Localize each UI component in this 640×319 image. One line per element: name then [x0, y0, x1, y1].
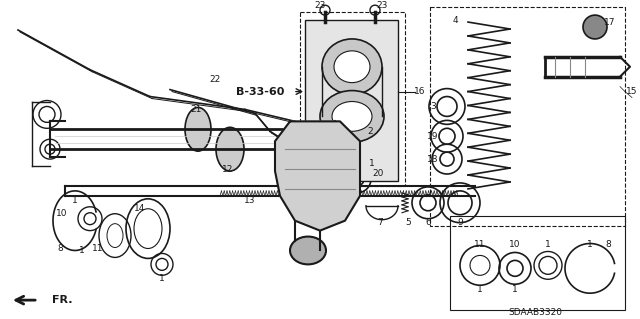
Text: 18: 18 [428, 155, 439, 164]
Polygon shape [275, 121, 360, 231]
Text: 4: 4 [452, 16, 458, 25]
Text: 1: 1 [587, 240, 593, 249]
Text: 1: 1 [477, 285, 483, 294]
Ellipse shape [331, 129, 339, 137]
Text: 9: 9 [457, 218, 463, 227]
Text: B-33-60: B-33-60 [236, 86, 284, 97]
Text: 2: 2 [367, 127, 373, 136]
Text: 16: 16 [414, 87, 426, 96]
Text: 1: 1 [512, 285, 518, 294]
Text: FR.: FR. [52, 295, 72, 305]
Text: 8: 8 [57, 244, 63, 253]
Ellipse shape [332, 101, 372, 131]
Ellipse shape [448, 191, 472, 215]
Text: 17: 17 [604, 18, 616, 26]
Ellipse shape [539, 256, 557, 274]
Text: 1: 1 [79, 246, 85, 255]
Text: 13: 13 [244, 196, 256, 205]
Ellipse shape [439, 128, 455, 144]
Ellipse shape [216, 127, 244, 171]
Text: 10: 10 [509, 240, 521, 249]
Text: 8: 8 [605, 240, 611, 249]
Ellipse shape [437, 97, 457, 116]
Text: 12: 12 [222, 165, 234, 174]
Ellipse shape [320, 91, 384, 142]
Bar [450, 216, 625, 310]
Text: 1: 1 [545, 240, 551, 249]
Ellipse shape [107, 224, 123, 248]
Text: 6: 6 [425, 218, 431, 227]
Ellipse shape [39, 107, 55, 122]
Text: 23: 23 [314, 1, 326, 10]
Ellipse shape [322, 39, 382, 94]
Text: 3: 3 [430, 102, 436, 111]
Text: 23: 23 [376, 1, 388, 10]
Text: 19: 19 [428, 132, 439, 141]
Text: SDAAB3320: SDAAB3320 [508, 308, 562, 316]
Ellipse shape [45, 144, 55, 154]
Text: 11: 11 [92, 244, 104, 253]
Text: 5: 5 [405, 218, 411, 227]
Ellipse shape [134, 209, 162, 249]
Ellipse shape [470, 256, 490, 275]
Text: 10: 10 [56, 209, 68, 218]
Ellipse shape [185, 108, 211, 151]
Ellipse shape [84, 213, 96, 225]
Text: 15: 15 [627, 87, 637, 96]
Ellipse shape [350, 172, 364, 186]
Text: 20: 20 [372, 168, 384, 177]
Ellipse shape [420, 195, 436, 211]
Ellipse shape [583, 15, 607, 39]
Text: 21: 21 [190, 105, 202, 114]
Text: 22: 22 [209, 75, 221, 84]
Text: 11: 11 [474, 240, 486, 249]
Text: 7: 7 [377, 218, 383, 227]
Text: 1: 1 [72, 196, 78, 205]
Bar [430, 7, 625, 226]
Text: 1: 1 [159, 274, 165, 283]
Bar [300, 12, 405, 186]
Text: 1: 1 [369, 159, 375, 167]
Ellipse shape [507, 260, 523, 276]
Ellipse shape [440, 152, 454, 166]
Bar [305, 20, 398, 181]
Text: 14: 14 [134, 204, 146, 213]
Ellipse shape [334, 51, 370, 83]
Ellipse shape [290, 237, 326, 264]
Ellipse shape [156, 258, 168, 270]
Ellipse shape [296, 129, 304, 137]
